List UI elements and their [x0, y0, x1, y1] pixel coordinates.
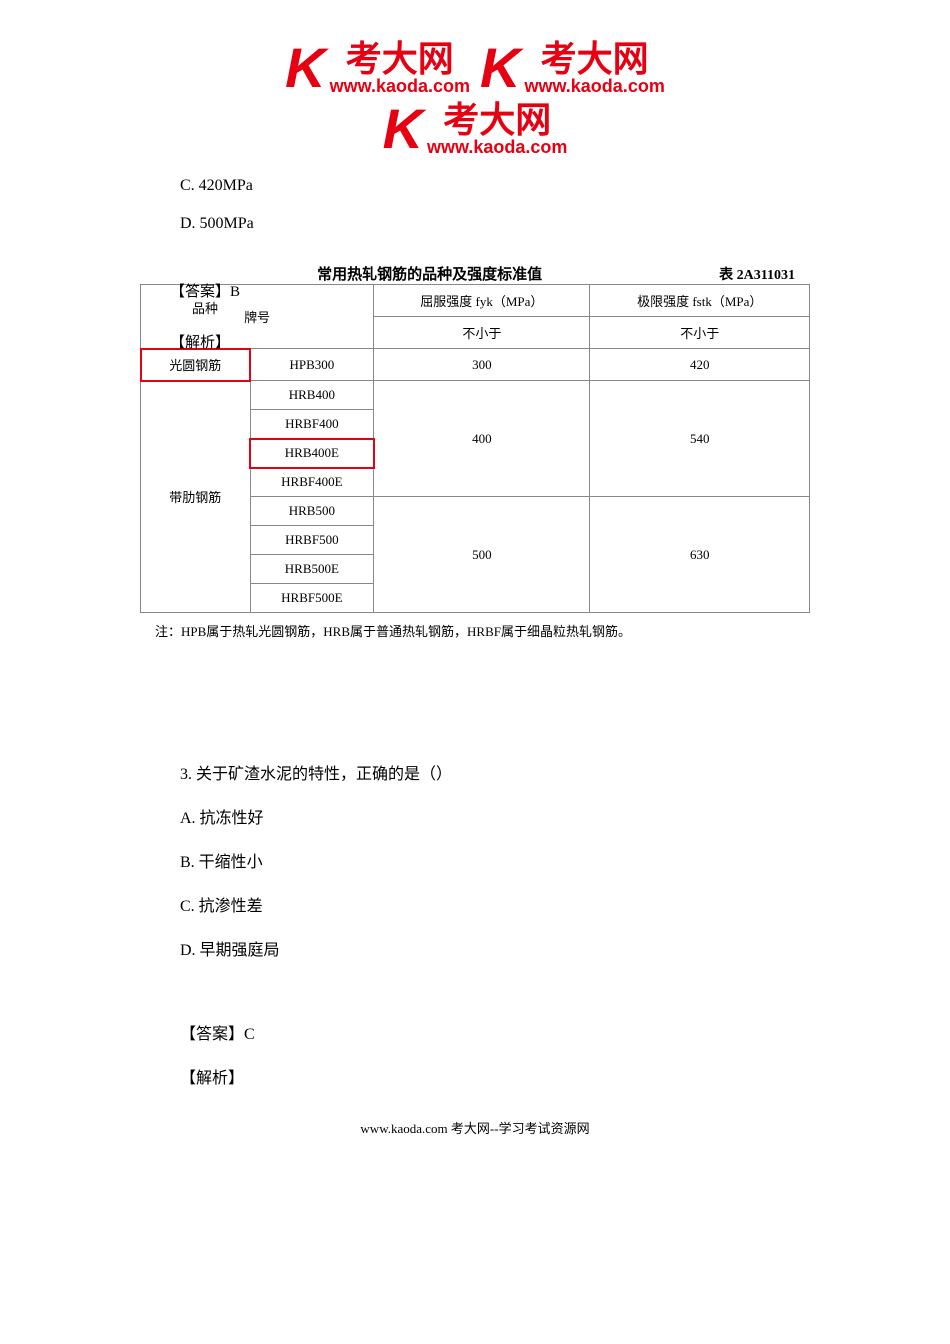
table-title: 常用热轧钢筋的品种及强度标准值 [140, 263, 719, 284]
q3-answer: 【答案】C [180, 1020, 850, 1044]
logo-text: 考大网 www.kaoda.com [330, 41, 470, 95]
ult-420: 420 [590, 349, 810, 381]
logo-text: 考大网 www.kaoda.com [524, 41, 664, 95]
col-yield: 屈服强度 fyk（MPa） [374, 285, 590, 317]
logo-url: www.kaoda.com [330, 77, 470, 95]
steel-table: 牌号 屈服强度 fyk（MPa） 极限强度 fstk（MPa） 不小于 不小于 … [140, 284, 810, 613]
brand-hrbf400: HRBF400 [250, 410, 374, 439]
q3-stem: 3. 关于矿渣水泥的特性，正确的是（） [180, 760, 850, 784]
logo-text: 考大网 www.kaoda.com [427, 102, 567, 156]
logo-row-2: K 考大网 www.kaoda.com [0, 101, 950, 157]
answer-overlay: 【答案】B 品种 [170, 283, 240, 317]
page-footer: www.kaoda.com 考大网--学习考试资源网 [0, 1118, 950, 1137]
answer-label: 【答案】B [170, 283, 240, 301]
table-note: 注：HPB属于热轧光圆钢筋，HRB属于普通热轧钢筋，HRBF属于细晶粒热轧钢筋。 [155, 621, 810, 640]
brand-hrb400: HRB400 [250, 381, 374, 410]
logo-cn: 考大网 [427, 102, 567, 138]
yield-300: 300 [374, 349, 590, 381]
q3-option-c: C. 抗渗性差 [180, 892, 850, 916]
logo-k-icon: K [480, 40, 520, 96]
brand-hrb500: HRB500 [250, 497, 374, 526]
logo-3: K 考大网 www.kaoda.com [383, 101, 568, 157]
ult-540: 540 [590, 381, 810, 497]
cat-ribbed: 带肋钢筋 [141, 381, 251, 613]
ult-630: 630 [590, 497, 810, 613]
brand-hrb400e: HRB400E [250, 439, 374, 468]
logo-area: K 考大网 www.kaoda.com K 考大网 www.kaoda.com … [0, 40, 950, 157]
table-section: 常用热轧钢筋的品种及强度标准值 表 2A311031 【答案】B 品种 【解析】… [140, 263, 810, 640]
question-3: 3. 关于矿渣水泥的特性，正确的是（） A. 抗冻性好 B. 干缩性小 C. 抗… [180, 760, 850, 1088]
logo-row-1: K 考大网 www.kaoda.com K 考大网 www.kaoda.com [0, 40, 950, 96]
logo-url: www.kaoda.com [427, 138, 567, 156]
logo-cn: 考大网 [524, 41, 664, 77]
brand-hrbf500: HRBF500 [250, 526, 374, 555]
analysis-overlay: 【解析】 [170, 331, 230, 352]
not-less-1: 不小于 [374, 317, 590, 349]
table-title-row: 常用热轧钢筋的品种及强度标准值 表 2A311031 [140, 263, 810, 284]
brand-hrb500e: HRB500E [250, 555, 374, 584]
logo-k-icon: K [285, 40, 325, 96]
table-row: 带肋钢筋 HRB400 400 540 [141, 381, 810, 410]
brand-hrbf400e: HRBF400E [250, 468, 374, 497]
brand-hpb300: HPB300 [250, 349, 374, 381]
page: K 考大网 www.kaoda.com K 考大网 www.kaoda.com … [0, 0, 950, 1177]
table-header-row: 牌号 屈服强度 fyk（MPa） 极限强度 fstk（MPa） [141, 285, 810, 317]
answer-sub: 品种 [170, 301, 240, 317]
logo-1: K 考大网 www.kaoda.com [285, 40, 470, 96]
logo-k-icon: K [383, 101, 423, 157]
option-c-q2: C. 420MPa [180, 177, 850, 195]
col-ult: 极限强度 fstk（MPa） [590, 285, 810, 317]
cat-plain: 光圆钢筋 [141, 349, 251, 381]
logo-2: K 考大网 www.kaoda.com [480, 40, 665, 96]
q3-option-d: D. 早期强庭局 [180, 936, 850, 960]
brand-hrbf500e: HRBF500E [250, 584, 374, 613]
q3-analysis: 【解析】 [180, 1064, 850, 1088]
yield-500: 500 [374, 497, 590, 613]
option-d-q2: D. 500MPa [180, 215, 850, 233]
table-row: 光圆钢筋 HPB300 300 420 [141, 349, 810, 381]
q3-option-b: B. 干缩性小 [180, 848, 850, 872]
top-options: C. 420MPa D. 500MPa [180, 177, 850, 233]
table-number: 表 2A311031 [719, 264, 795, 284]
yield-400: 400 [374, 381, 590, 497]
logo-cn: 考大网 [330, 41, 470, 77]
logo-url: www.kaoda.com [524, 77, 664, 95]
not-less-2: 不小于 [590, 317, 810, 349]
q3-option-a: A. 抗冻性好 [180, 804, 850, 828]
